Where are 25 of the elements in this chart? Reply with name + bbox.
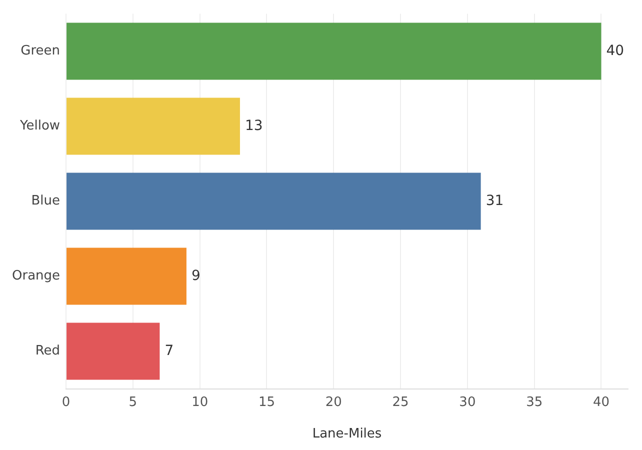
x-tick-label: 15	[258, 394, 276, 410]
y-tick-label: Blue	[31, 194, 60, 209]
bar	[66, 322, 160, 380]
x-tick-label: 5	[128, 394, 138, 410]
data-label: 40	[606, 42, 624, 59]
x-tick-label: 40	[592, 394, 610, 410]
y-tick-label: Red	[35, 344, 60, 359]
x-axis-title: Lane-Miles	[312, 426, 382, 442]
x-tick-label: 30	[459, 394, 476, 410]
x-tick-label: 10	[192, 394, 208, 410]
y-tick-label: Orange	[12, 268, 60, 284]
data-label: 31	[486, 192, 504, 209]
y-tick-label: Green	[20, 44, 60, 59]
data-label: 13	[244, 118, 263, 134]
data-label: 9	[191, 268, 200, 284]
data-label: 7	[164, 342, 174, 359]
bar	[66, 22, 602, 80]
x-tick-label: 25	[392, 394, 409, 410]
x-tick-label: 35	[526, 394, 543, 410]
x-tick-label: 0	[62, 394, 70, 410]
bar	[66, 98, 240, 155]
bar	[66, 172, 481, 230]
x-tick-label: 20	[325, 394, 342, 410]
bar	[66, 248, 186, 305]
y-tick-label: Yellow	[19, 118, 60, 134]
